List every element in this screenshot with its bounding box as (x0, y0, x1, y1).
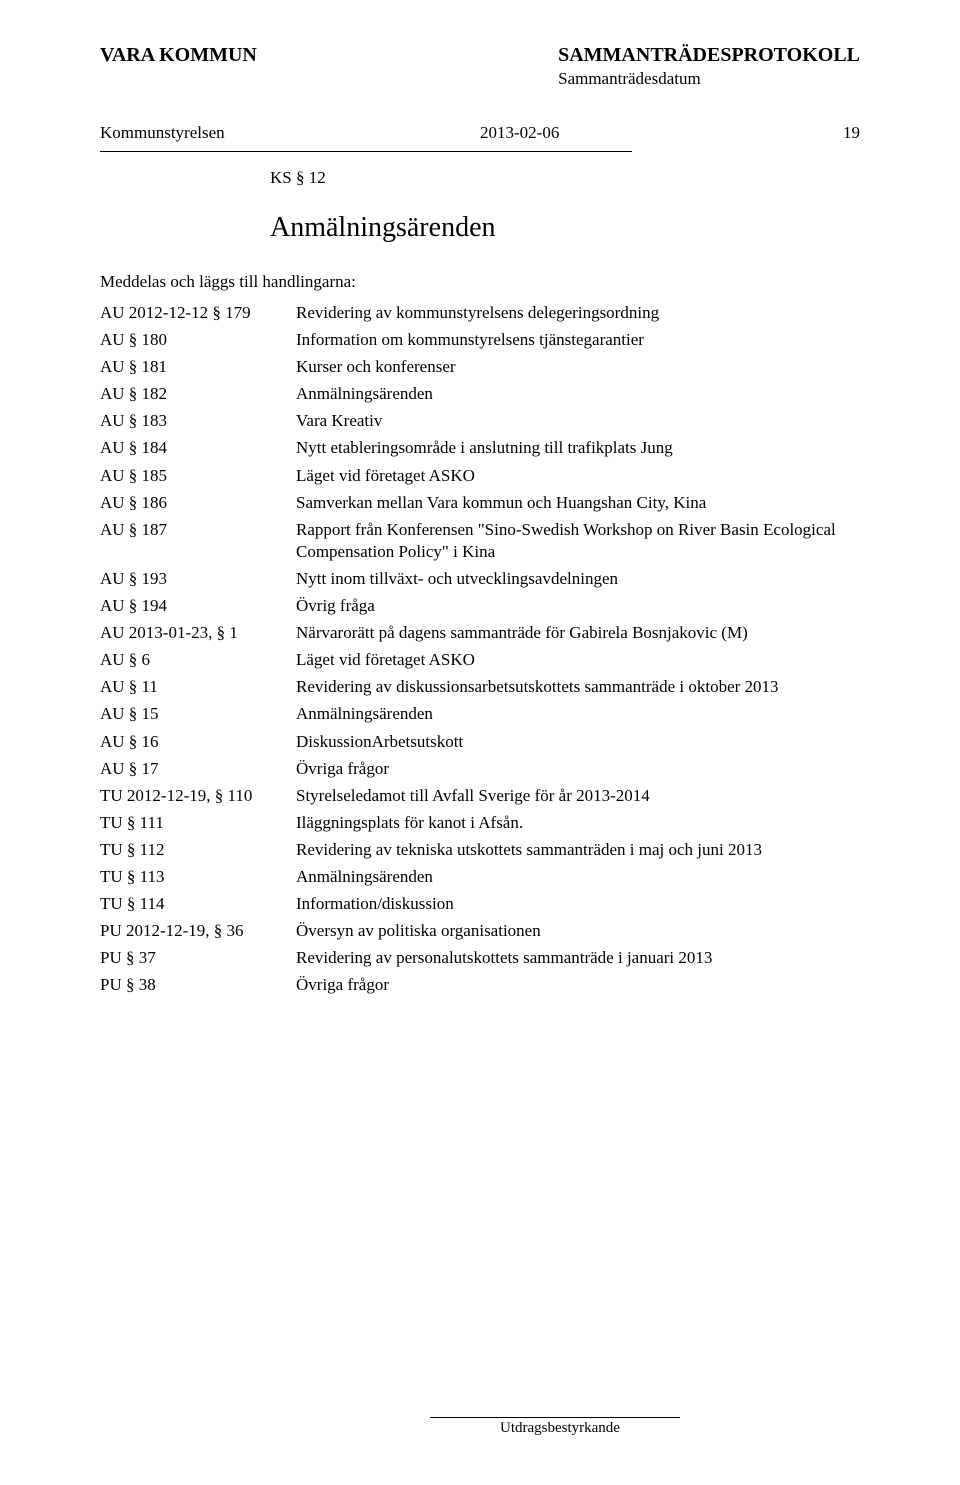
item-subject: Kurser och konferenser (296, 356, 860, 378)
item-reference: TU § 113 (100, 866, 296, 888)
list-item: TU § 114Information/diskussion (100, 893, 860, 915)
list-item: AU § 182Anmälningsärenden (100, 383, 860, 405)
item-reference: AU § 186 (100, 492, 296, 514)
list-item: PU § 37Revidering av personalutskottets … (100, 947, 860, 969)
item-reference: TU 2012-12-19, § 110 (100, 785, 296, 807)
item-reference: AU § 187 (100, 519, 296, 541)
item-subject: Samverkan mellan Vara kommun och Huangsh… (296, 492, 860, 514)
list-item: TU § 112Revidering av tekniska utskottet… (100, 839, 860, 861)
item-subject: Information om kommunstyrelsens tjänsteg… (296, 329, 860, 351)
item-reference: AU § 6 (100, 649, 296, 671)
list-item: TU § 111Iläggningsplats för kanot i Afså… (100, 812, 860, 834)
item-reference: AU § 194 (100, 595, 296, 617)
document-type: SAMMANTRÄDESPROTOKOLL (558, 44, 860, 67)
item-subject: Övriga frågor (296, 758, 860, 780)
item-reference: PU 2012-12-19, § 36 (100, 920, 296, 942)
footer: Utdragsbestyrkande (100, 1410, 860, 1438)
list-item: TU § 113Anmälningsärenden (100, 866, 860, 888)
list-item: PU § 38Övriga frågor (100, 974, 860, 996)
item-list: AU 2012-12-12 § 179Revidering av kommuns… (100, 302, 860, 996)
committee-name: Kommunstyrelsen (100, 123, 480, 143)
document-subhead: Sammanträdesdatum (558, 69, 860, 89)
item-reference: AU § 15 (100, 703, 296, 725)
list-item: AU § 186Samverkan mellan Vara kommun och… (100, 492, 860, 514)
list-item: AU § 194Övrig fråga (100, 595, 860, 617)
item-subject: Styrelseledamot till Avfall Sverige för … (296, 785, 860, 807)
item-subject: Övriga frågor (296, 974, 860, 996)
item-subject: Anmälningsärenden (296, 866, 860, 888)
section-reference: KS § 12 (270, 168, 860, 188)
item-reference: AU § 11 (100, 676, 296, 698)
document-header: VARA KOMMUN SAMMANTRÄDESPROTOKOLL Samman… (100, 44, 860, 89)
item-reference: TU § 111 (100, 812, 296, 834)
item-reference: AU § 17 (100, 758, 296, 780)
item-subject: Revidering av diskussionsarbetsutskottet… (296, 676, 860, 698)
item-reference: AU 2013-01-23, § 1 (100, 622, 296, 644)
list-item: AU § 184Nytt etableringsområde i anslutn… (100, 437, 860, 459)
footer-divider (430, 1417, 680, 1418)
list-item: AU § 185Läget vid företaget ASKO (100, 465, 860, 487)
item-subject: Anmälningsärenden (296, 383, 860, 405)
item-reference: PU § 37 (100, 947, 296, 969)
org-name: VARA KOMMUN (100, 44, 257, 67)
item-subject: Läget vid företaget ASKO (296, 649, 860, 671)
item-reference: AU § 180 (100, 329, 296, 351)
item-reference: TU § 114 (100, 893, 296, 915)
item-subject: Revidering av personalutskottets sammant… (296, 947, 860, 969)
item-subject: Iläggningsplats för kanot i Afsån. (296, 812, 860, 834)
footer-text: Utdragsbestyrkande (500, 1420, 860, 1437)
item-subject: Revidering av kommunstyrelsens delegerin… (296, 302, 860, 324)
item-reference: AU § 16 (100, 731, 296, 753)
list-item: AU § 6Läget vid företaget ASKO (100, 649, 860, 671)
item-reference: AU § 185 (100, 465, 296, 487)
list-item: AU § 181Kurser och konferenser (100, 356, 860, 378)
item-reference: AU 2012-12-12 § 179 (100, 302, 296, 324)
item-reference: AU § 182 (100, 383, 296, 405)
item-subject: Rapport från Konferensen "Sino-Swedish W… (296, 519, 860, 563)
list-item: AU § 11Revidering av diskussionsarbetsut… (100, 676, 860, 698)
section-title: Anmälningsärenden (270, 212, 860, 244)
item-subject: Översyn av politiska organisationen (296, 920, 860, 942)
header-right: SAMMANTRÄDESPROTOKOLL Sammanträdesdatum (558, 44, 860, 89)
item-subject: Nytt inom tillväxt- och utvecklingsavdel… (296, 568, 860, 590)
meeting-date: 2013-02-06 (480, 123, 820, 143)
item-subject: DiskussionArbetsutskott (296, 731, 860, 753)
item-subject: Närvarorätt på dagens sammanträde för Ga… (296, 622, 860, 644)
meta-divider (100, 151, 632, 152)
item-subject: Läget vid företaget ASKO (296, 465, 860, 487)
item-reference: TU § 112 (100, 839, 296, 861)
list-item: AU 2012-12-12 § 179Revidering av kommuns… (100, 302, 860, 324)
list-item: AU § 183Vara Kreativ (100, 410, 860, 432)
meta-row: Kommunstyrelsen 2013-02-06 19 (100, 123, 860, 143)
list-item: TU 2012-12-19, § 110Styrelseledamot till… (100, 785, 860, 807)
list-item: AU § 193Nytt inom tillväxt- och utveckli… (100, 568, 860, 590)
item-reference: AU § 181 (100, 356, 296, 378)
intro-text: Meddelas och läggs till handlingarna: (100, 272, 860, 292)
page: VARA KOMMUN SAMMANTRÄDESPROTOKOLL Samman… (0, 0, 960, 1485)
list-item: AU 2013-01-23, § 1Närvarorätt på dagens … (100, 622, 860, 644)
item-reference: PU § 38 (100, 974, 296, 996)
item-subject: Anmälningsärenden (296, 703, 860, 725)
list-item: AU § 17Övriga frågor (100, 758, 860, 780)
item-subject: Nytt etableringsområde i anslutning till… (296, 437, 860, 459)
item-reference: AU § 184 (100, 437, 296, 459)
item-subject: Vara Kreativ (296, 410, 860, 432)
item-subject: Revidering av tekniska utskottets samman… (296, 839, 860, 861)
page-number: 19 (820, 123, 860, 143)
item-reference: AU § 193 (100, 568, 296, 590)
list-item: AU § 15Anmälningsärenden (100, 703, 860, 725)
list-item: PU 2012-12-19, § 36Översyn av politiska … (100, 920, 860, 942)
item-subject: Information/diskussion (296, 893, 860, 915)
item-subject: Övrig fråga (296, 595, 860, 617)
item-reference: AU § 183 (100, 410, 296, 432)
list-item: AU § 180Information om kommunstyrelsens … (100, 329, 860, 351)
list-item: AU § 16DiskussionArbetsutskott (100, 731, 860, 753)
list-item: AU § 187Rapport från Konferensen "Sino-S… (100, 519, 860, 563)
